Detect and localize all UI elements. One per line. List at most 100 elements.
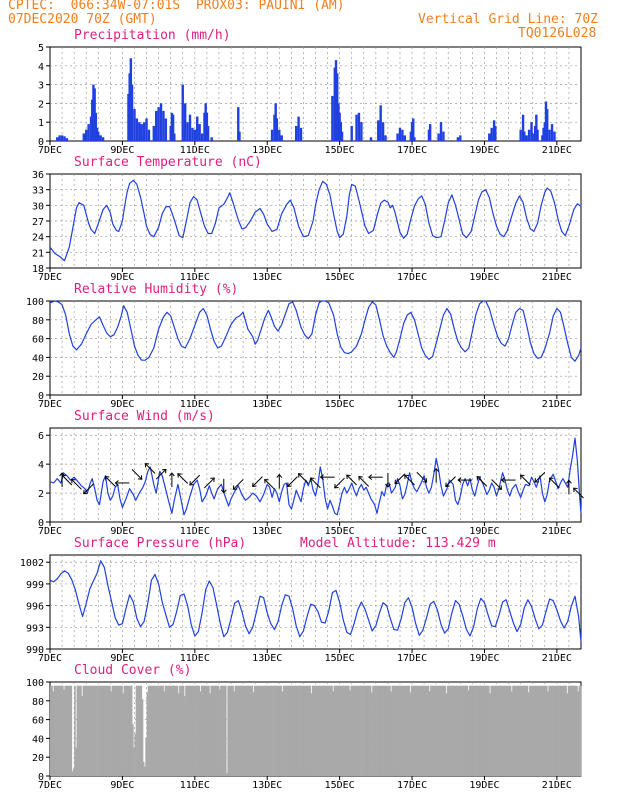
cloud-cover-bar (444, 685, 447, 776)
cloud-cover-bar (497, 685, 500, 776)
cloud-xtick-label: 9DEC (110, 780, 134, 791)
wind-vector-arrowhead (500, 477, 505, 483)
wind-vector-arrowhead (457, 477, 462, 483)
precip-bar (456, 137, 460, 141)
cloud-cover-bar (53, 685, 56, 776)
cloud-cover-bar (111, 685, 114, 776)
wind-vector-arrowhead (220, 489, 227, 494)
cloud-xtick-label: 13DEC (252, 780, 282, 791)
precip-ytick-label: 5 (38, 43, 44, 54)
cloud-cover-bar (52, 691, 55, 776)
cloud-cover-bar (251, 685, 254, 776)
precip-bar (157, 107, 160, 141)
wind-vector-arrowhead (422, 478, 428, 483)
precip-bar (101, 137, 105, 141)
wind-vector-arrowhead (433, 467, 440, 473)
cloud-cover-bar (159, 685, 162, 776)
cloud-cover-bar (476, 685, 478, 776)
cloud-cover-bar (204, 685, 207, 776)
cloud-cover-bar (565, 685, 567, 776)
cloud-cover-bar (281, 691, 284, 776)
cloud-cover-bar (185, 685, 187, 776)
precip-bar (360, 122, 363, 141)
precip-bar (152, 125, 155, 141)
cloud-cover-bar (181, 685, 184, 776)
wind-ytick-label: 6 (38, 431, 44, 442)
cloud-cover-bar (93, 685, 96, 776)
cloud-cover-bar (83, 685, 86, 776)
precip-bar (333, 67, 337, 141)
pres-xtick-label: 17DEC (397, 653, 427, 664)
cloud-cover-bar (109, 685, 111, 776)
cloud-cover-bar (506, 685, 508, 776)
cloud-cover-bar (116, 685, 118, 776)
cloud-cover-bar (327, 685, 330, 776)
cloud-cover-bar (539, 685, 542, 776)
cloud-cover-bar (350, 685, 353, 776)
wind-vector-arrowhead (476, 476, 482, 481)
cloud-cover-bar (503, 685, 506, 776)
cloud-cover-bar (558, 685, 560, 776)
cloud-cover-bar (550, 685, 553, 776)
cloud-cover-bar (453, 685, 455, 776)
precip-bar (186, 122, 189, 141)
cloud-cover-bar (129, 685, 132, 776)
cloud-cover-bar (570, 685, 572, 776)
precip-bar (183, 103, 187, 141)
cloud-cover-bar (252, 692, 255, 776)
precip-bar (129, 58, 133, 141)
cloud-cover-bar (218, 689, 221, 776)
cloud-cover-bar (179, 685, 181, 776)
cloud-cover-bar (162, 685, 164, 776)
cloud-cover-bar (576, 685, 578, 776)
precip-xtick-label: 21DEC (542, 145, 572, 156)
pres-ytick-label: 996 (26, 602, 44, 613)
precip-bar (355, 114, 358, 141)
precip-bar (130, 84, 134, 141)
precip-bar (525, 135, 528, 141)
cloud-cover-bar (188, 685, 191, 776)
cloud-cover-bar (504, 685, 507, 776)
cloud-cover-bar (202, 685, 204, 776)
precip-bar (553, 131, 556, 141)
cloud-cover-bar (145, 738, 147, 776)
precip-bar (206, 125, 210, 141)
temp-title: Surface Temperature (nC) (74, 155, 262, 170)
cloud-cover-bar (228, 685, 231, 776)
cloud-cover-bar (567, 685, 570, 776)
rh-xtick-label: 15DEC (325, 399, 355, 410)
cloud-cover-bar (358, 685, 361, 776)
wind-vector-arrow (394, 473, 406, 484)
cloud-cover-bar (150, 685, 152, 776)
cloud-cover-bar (366, 685, 368, 776)
cloud-cover-bar (521, 685, 524, 776)
cloud-cover-bar (340, 685, 343, 776)
cloud-cover-bar (486, 685, 489, 776)
cloud-cover-bar (552, 685, 554, 776)
cloud-cover-bar (345, 685, 348, 776)
cloud-cover-bar (578, 685, 581, 776)
cloud-cover-bar (460, 685, 462, 776)
cloud-cover-bar (302, 685, 304, 776)
cloud-cover-bar (189, 685, 192, 776)
cloud-cover-bar (479, 685, 482, 776)
cloud-cover-bar (403, 685, 406, 776)
precip-xtick-label: 15DEC (325, 145, 355, 156)
cloud-cover-bar (167, 685, 169, 776)
precip-bar (238, 131, 241, 141)
cloud-cover-bar (425, 685, 427, 776)
cloud-cover-bar (280, 685, 283, 776)
cloud-cover-bar (259, 685, 262, 776)
cloud-cover-bar (512, 685, 514, 776)
cloud-cover-bar (468, 685, 471, 776)
cloud-cover-bar (224, 685, 227, 776)
cloud-cover-bar (63, 689, 65, 776)
cloud-cover-bar (296, 685, 298, 776)
precip-bar (128, 73, 131, 141)
precip-bar (338, 112, 341, 141)
cloud-cover-bar (355, 685, 357, 776)
precip-bar (155, 110, 158, 141)
cloud-cover-bar (140, 685, 143, 776)
cloud-cover-bar (191, 685, 193, 776)
